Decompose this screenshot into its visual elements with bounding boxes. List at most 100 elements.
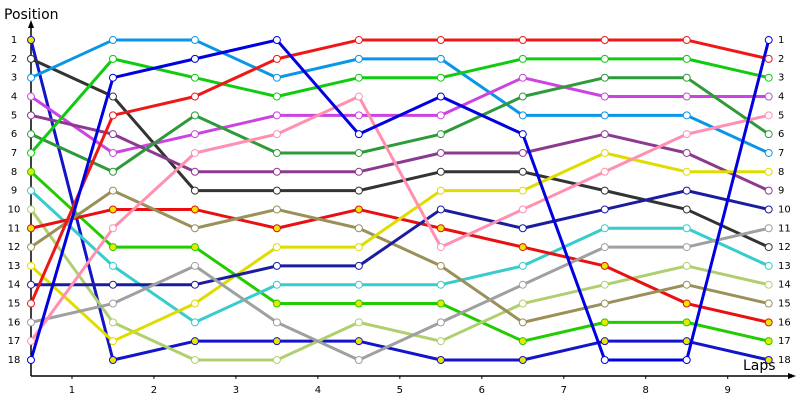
point-marker [354, 205, 363, 214]
point-marker [764, 205, 773, 214]
point-marker [682, 36, 691, 45]
x-tick-label: 4 [315, 385, 321, 396]
point-marker [190, 73, 199, 82]
point-marker [600, 130, 609, 139]
point-marker [600, 356, 609, 365]
point-marker [682, 243, 691, 252]
point-marker [272, 167, 281, 176]
point-marker [354, 299, 363, 308]
point-marker [518, 318, 527, 327]
point-marker [108, 205, 117, 214]
y-tick-label: 10 [8, 204, 21, 215]
point-marker [764, 111, 773, 120]
y-tick-label: 18 [8, 355, 21, 366]
point-marker [272, 73, 281, 82]
point-marker [518, 54, 527, 63]
point-marker [682, 224, 691, 233]
point-marker [600, 318, 609, 327]
point-marker [600, 111, 609, 120]
point-marker [272, 92, 281, 101]
point-marker [27, 224, 35, 233]
series-line [29, 57, 770, 154]
point-marker [27, 130, 35, 139]
point-marker [600, 92, 609, 101]
y-tick-label: 1 [11, 35, 17, 46]
point-marker [272, 148, 281, 157]
point-marker [190, 205, 199, 214]
series-line [30, 226, 770, 362]
point-marker [27, 337, 35, 346]
point-marker [600, 243, 609, 252]
point-marker [764, 356, 773, 365]
point-marker [764, 299, 773, 308]
point-marker [600, 36, 609, 45]
point-marker [27, 356, 35, 365]
point-marker [600, 261, 609, 270]
point-marker [190, 111, 199, 120]
point-marker [27, 111, 35, 120]
point-marker [518, 224, 527, 233]
point-marker [764, 280, 773, 289]
point-marker [190, 318, 199, 327]
point-marker [764, 224, 773, 233]
y-tick-label: 5 [11, 110, 17, 121]
point-marker [27, 54, 35, 63]
series-line [29, 39, 770, 362]
point-marker [354, 36, 363, 45]
point-marker [518, 130, 527, 139]
point-marker [682, 318, 691, 327]
y-tick-label-right: 11 [778, 223, 791, 234]
point-marker [354, 261, 363, 270]
point-marker [27, 92, 35, 101]
point-marker [190, 299, 199, 308]
y-tick-label: 9 [11, 186, 17, 197]
point-marker [190, 148, 199, 157]
point-marker [518, 299, 527, 308]
point-marker [272, 36, 281, 45]
point-marker [518, 280, 527, 289]
point-marker [27, 243, 35, 252]
point-marker [27, 205, 35, 214]
point-marker [764, 92, 773, 101]
point-marker [436, 243, 445, 252]
point-marker [682, 299, 691, 308]
point-marker [436, 261, 445, 270]
y-tick-label-right: 7 [778, 148, 784, 159]
point-marker [600, 73, 609, 82]
point-marker [682, 167, 691, 176]
point-marker [272, 186, 281, 195]
y-tick-label-right: 14 [778, 280, 791, 291]
point-marker [27, 318, 35, 327]
point-marker [764, 243, 773, 252]
y-tick-label-right: 18 [778, 355, 791, 366]
point-marker [190, 261, 199, 270]
point-marker [108, 130, 117, 139]
point-marker [518, 167, 527, 176]
point-marker [27, 73, 35, 82]
point-marker [27, 299, 35, 308]
point-marker [764, 318, 773, 327]
point-marker [436, 318, 445, 327]
x-tick-label: 9 [725, 385, 731, 396]
y-tick-label: 11 [8, 223, 21, 234]
point-marker [190, 54, 199, 63]
point-marker [682, 73, 691, 82]
y-axis-label: Position [4, 7, 59, 23]
y-tick-label-right: 12 [778, 242, 791, 253]
point-marker [518, 205, 527, 214]
point-marker [108, 224, 117, 233]
point-marker [764, 54, 773, 63]
point-marker [272, 54, 281, 63]
point-marker [518, 356, 527, 365]
point-marker [354, 337, 363, 346]
point-marker [682, 130, 691, 139]
point-marker [436, 73, 445, 82]
point-marker [108, 186, 117, 195]
point-marker [518, 261, 527, 270]
y-tick-label: 15 [8, 299, 21, 310]
point-marker [272, 224, 281, 233]
series-line [29, 170, 770, 343]
point-marker [518, 111, 527, 120]
point-marker [354, 280, 363, 289]
point-marker [600, 148, 609, 157]
